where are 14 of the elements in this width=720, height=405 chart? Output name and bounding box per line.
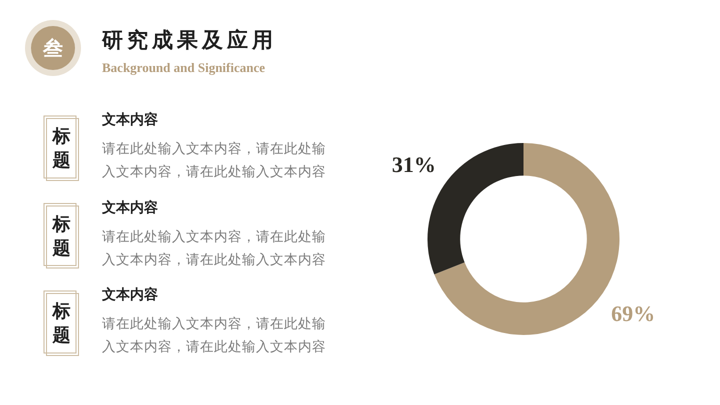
data-label: 69%	[611, 300, 656, 326]
text: Background and Significance	[102, 60, 266, 76]
text: 标题	[51, 125, 72, 173]
text: 研究成果及应用	[102, 26, 277, 54]
text: 请在此处输入文本内容，请在此处输入文本内容，请在此处输入文本内容	[102, 228, 327, 270]
text: 请在此处输入文本内容，请在此处输入文本内容，请在此处输入文本内容	[102, 315, 327, 357]
text: 标题	[51, 212, 72, 260]
text: 标题	[51, 300, 72, 348]
data-label: 31%	[392, 152, 436, 178]
text: 文本内容	[102, 286, 158, 304]
text: 请在此处输入文本内容，请在此处输入文本内容，请在此处输入文本内容	[102, 140, 327, 182]
text: 叁	[42, 36, 64, 60]
text: 文本内容	[102, 111, 158, 129]
text: 文本内容	[102, 198, 158, 216]
